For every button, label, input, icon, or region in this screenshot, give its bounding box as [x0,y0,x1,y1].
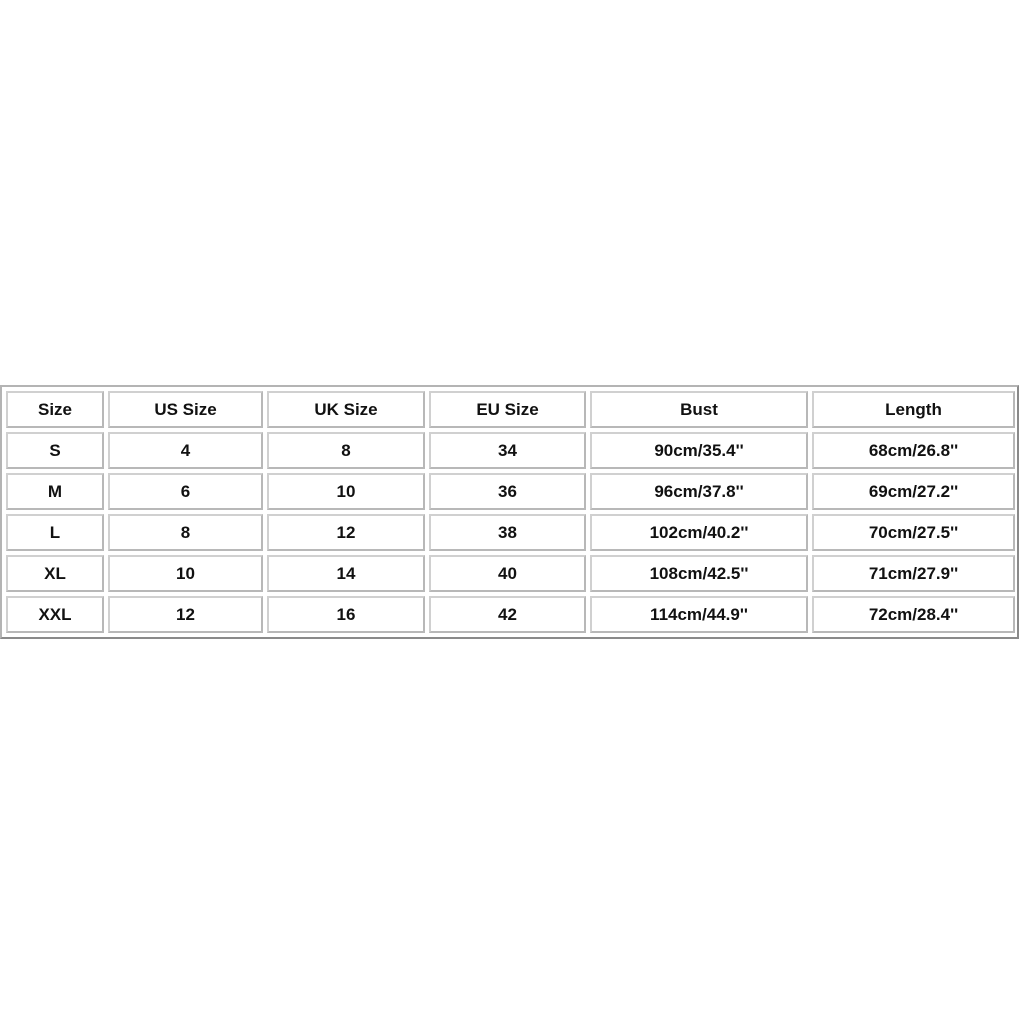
header-uk-size: UK Size [267,391,425,428]
cell-us-size: 8 [108,514,263,551]
cell-bust: 102cm/40.2'' [590,514,808,551]
table-row: S 4 8 34 90cm/35.4'' 68cm/26.8'' [6,432,1015,469]
cell-eu-size: 38 [429,514,586,551]
cell-us-size: 6 [108,473,263,510]
cell-bust: 114cm/44.9'' [590,596,808,633]
cell-uk-size: 14 [267,555,425,592]
header-bust: Bust [590,391,808,428]
cell-length: 72cm/28.4'' [812,596,1015,633]
header-size: Size [6,391,104,428]
cell-uk-size: 8 [267,432,425,469]
cell-size: M [6,473,104,510]
header-us-size: US Size [108,391,263,428]
cell-uk-size: 10 [267,473,425,510]
cell-size: XXL [6,596,104,633]
cell-eu-size: 42 [429,596,586,633]
cell-size: L [6,514,104,551]
header-length: Length [812,391,1015,428]
cell-bust: 96cm/37.8'' [590,473,808,510]
cell-length: 69cm/27.2'' [812,473,1015,510]
size-chart-table: Size US Size UK Size EU Size Bust Length S 4 8 34… [0,385,1019,639]
cell-us-size: 4 [108,432,263,469]
cell-bust: 90cm/35.4'' [590,432,808,469]
cell-uk-size: 16 [267,596,425,633]
cell-us-size: 12 [108,596,263,633]
cell-eu-size: 36 [429,473,586,510]
cell-eu-size: 40 [429,555,586,592]
header-eu-size: EU Size [429,391,586,428]
table-row: L 8 12 38 102cm/40.2'' 70cm/27.5'' [6,514,1015,551]
cell-length: 68cm/26.8'' [812,432,1015,469]
cell-eu-size: 34 [429,432,586,469]
header-row: Size US Size UK Size EU Size Bust Length [6,391,1015,428]
cell-length: 71cm/27.9'' [812,555,1015,592]
cell-size: XL [6,555,104,592]
table-row: M 6 10 36 96cm/37.8'' 69cm/27.2'' [6,473,1015,510]
cell-size: S [6,432,104,469]
table-row: XL 10 14 40 108cm/42.5'' 71cm/27.9'' [6,555,1015,592]
cell-bust: 108cm/42.5'' [590,555,808,592]
cell-length: 70cm/27.5'' [812,514,1015,551]
cell-uk-size: 12 [267,514,425,551]
table-row: XXL 12 16 42 114cm/44.9'' 72cm/28.4'' [6,596,1015,633]
cell-us-size: 10 [108,555,263,592]
